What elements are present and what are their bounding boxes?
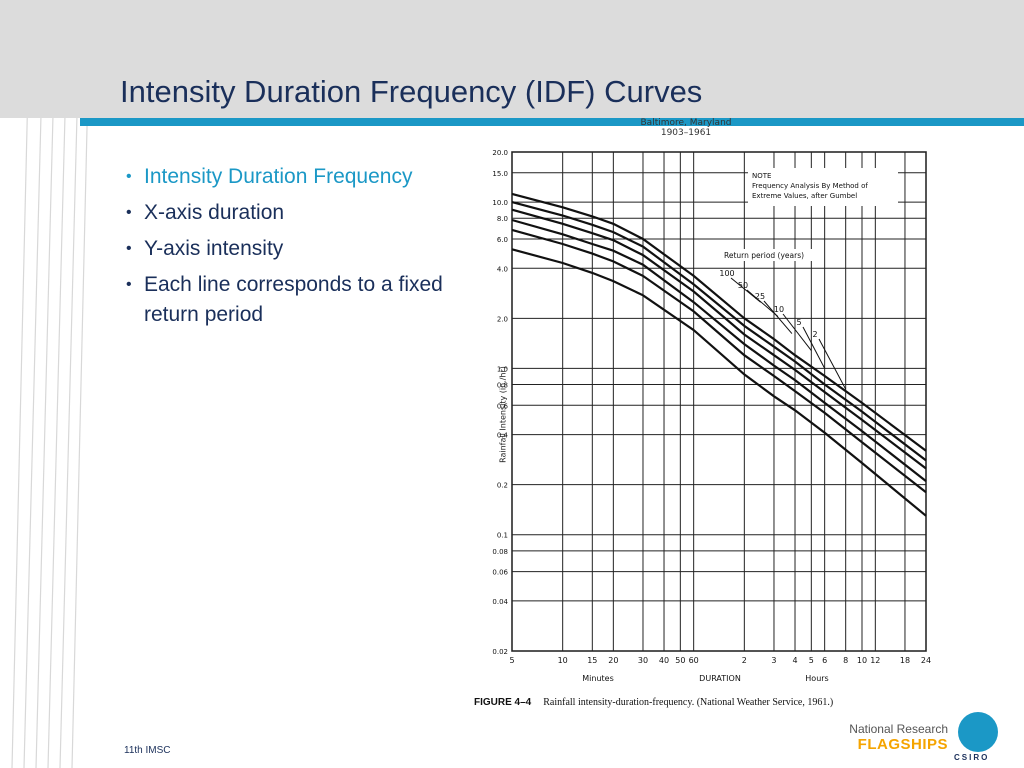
- x-tick-label: 10: [857, 656, 867, 665]
- bullet-list: Intensity Duration Frequency X-axis dura…: [124, 162, 464, 336]
- y-tick-label: 0.02: [492, 648, 508, 656]
- idf-curve-10: [511, 218, 927, 482]
- title-rule: [80, 118, 1024, 126]
- y-tick-label: 1.0: [497, 365, 508, 373]
- y-tick-label: 20.0: [492, 149, 508, 157]
- x-tick-label: 50: [675, 656, 685, 665]
- bullet-item: Y-axis intensity: [124, 234, 464, 264]
- idf-curve-100: [511, 192, 927, 452]
- x-tick-label: 12: [870, 656, 880, 665]
- x-tick-label: 5: [809, 656, 814, 665]
- decorative-stripes: [11, 0, 90, 768]
- y-tick-label: 2.0: [497, 315, 508, 323]
- y-tick-label: 10.0: [492, 199, 508, 207]
- legend-arrow-5: [802, 326, 826, 369]
- y-tick-label: 15.0: [492, 170, 508, 178]
- idf-curve-50: [511, 201, 927, 462]
- flagships-logo: National Research FLAGSHIPS: [848, 722, 948, 752]
- legend-label-50: 50: [738, 281, 748, 290]
- duration-label: DURATION: [699, 674, 741, 683]
- bullet-item: Each line corresponds to a fixed return …: [124, 270, 464, 330]
- x-tick-label: 4: [792, 656, 797, 665]
- logo-line-2: FLAGSHIPS: [857, 736, 948, 753]
- y-tick-label: 0.1: [497, 532, 508, 540]
- x-tick-label: 5: [509, 656, 514, 665]
- caption-text: Rainfall intensity-duration-frequency. (…: [543, 697, 834, 708]
- figure-source: Baltimore, Maryland 1903–1961: [636, 118, 736, 138]
- x-tick-label: 8: [843, 656, 848, 665]
- bullet-item: Intensity Duration Frequency: [124, 162, 464, 192]
- y-tick-label: 0.8: [497, 382, 508, 390]
- y-tick-label: 0.4: [497, 432, 509, 440]
- x-tick-label: 10: [558, 656, 568, 665]
- legend-label-10: 10: [774, 305, 784, 314]
- note-line-2: Extreme Values, after Gumbel: [752, 192, 857, 200]
- y-tick-label: 0.08: [492, 548, 508, 556]
- logo-line-1: National Research: [849, 722, 948, 736]
- legend-arrow-2: [818, 338, 847, 390]
- legend-title: Return period (years): [724, 251, 804, 260]
- y-tick-label: 0.04: [492, 598, 508, 606]
- y-tick-label: 0.6: [497, 402, 509, 410]
- legend-arrow-100: [730, 277, 761, 303]
- note-line-1: Frequency Analysis By Method of: [752, 182, 868, 190]
- caption-label: FIGURE 4–4: [474, 697, 532, 708]
- x-tick-label: 15: [587, 656, 597, 665]
- legend-arrow-10: [782, 313, 812, 351]
- x-tick-label: 40: [659, 656, 669, 665]
- x-tick-label: 30: [638, 656, 648, 665]
- legend-title-bg: [720, 249, 824, 261]
- y-tick-label: 0.2: [497, 482, 508, 490]
- figure-source-years: 1903–1961: [660, 128, 712, 138]
- legend-arrow-50: [746, 289, 779, 317]
- x-tick-label: 60: [689, 656, 699, 665]
- idf-curve-5: [511, 228, 927, 494]
- idf-curve-25: [511, 208, 927, 470]
- slide-footer: 11th IMSC: [124, 745, 171, 756]
- y-tick-label: 8.0: [497, 215, 508, 223]
- slide-title: Intensity Duration Frequency (IDF) Curve…: [120, 74, 703, 109]
- legend-label-100: 100: [719, 269, 734, 278]
- idf-curve-2: [511, 248, 927, 517]
- x-tick-label: 18: [900, 656, 910, 665]
- header-band: [0, 0, 1024, 118]
- x-tick-label: 2: [742, 656, 747, 665]
- legend-label-25: 25: [755, 292, 765, 301]
- minutes-label: Minutes: [582, 674, 614, 683]
- note-title: NOTE: [752, 172, 771, 180]
- legend-label-5: 5: [796, 318, 801, 327]
- note-box: [748, 168, 898, 206]
- csiro-logo-text: CSIRO: [954, 753, 990, 762]
- legend-label-2: 2: [812, 330, 817, 339]
- bullet-item: X-axis duration: [124, 198, 464, 228]
- hours-label: Hours: [805, 674, 828, 683]
- plot-frame: [511, 151, 927, 652]
- x-tick-label: 3: [771, 656, 776, 665]
- figure-caption: FIGURE 4–4 Rainfall intensity-duration-fr…: [474, 697, 833, 708]
- y-tick-label: 0.06: [492, 569, 508, 577]
- y-tick-label: 6.0: [497, 236, 508, 244]
- legend-arrow-25: [763, 300, 793, 334]
- csiro-logo-icon: [958, 712, 998, 752]
- x-tick-label: 24: [921, 656, 931, 665]
- figure-source-place: Baltimore, Maryland: [640, 118, 732, 128]
- x-tick-label: 20: [608, 656, 618, 665]
- y-tick-label: 4.0: [497, 265, 508, 273]
- x-tick-label: 6: [822, 656, 827, 665]
